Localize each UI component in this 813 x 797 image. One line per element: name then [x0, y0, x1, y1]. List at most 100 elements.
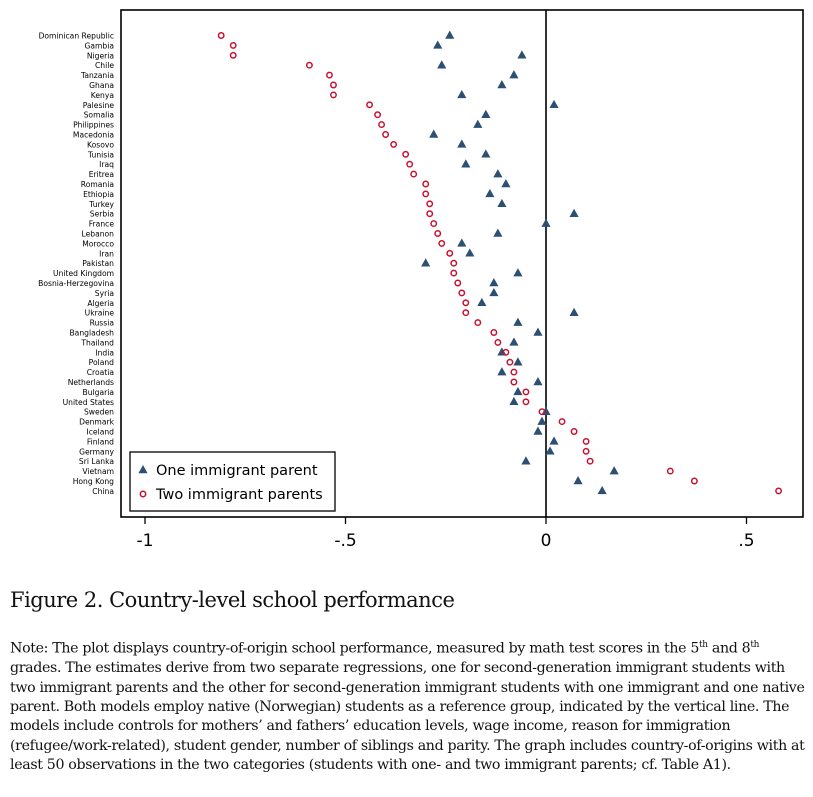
- circle-point: [426, 200, 434, 208]
- triangle-point: [549, 99, 559, 109]
- y-tick-label: France: [89, 220, 115, 229]
- triangle-point: [473, 119, 483, 128]
- triangle-point: [573, 476, 583, 485]
- y-tick-label: Kenya: [91, 91, 114, 100]
- circle-point: [586, 457, 594, 465]
- triangle-point: [497, 367, 507, 376]
- x-tick-label: 0: [541, 531, 552, 551]
- y-tick-label: Morocco: [82, 239, 114, 248]
- triangle-point: [481, 149, 491, 158]
- circle-point: [330, 91, 337, 99]
- y-tick-label: Nigeria: [87, 51, 114, 60]
- triangle-point: [421, 258, 431, 267]
- plot-border: [120, 9, 804, 518]
- legend-box: [129, 451, 336, 512]
- triangle-point: [489, 287, 499, 297]
- data-points: [217, 30, 783, 495]
- y-tick-label: Bosnia-Herzegovina: [38, 279, 114, 288]
- circle-point: [502, 348, 510, 356]
- circle-point: [406, 160, 414, 168]
- circle-point: [582, 447, 590, 455]
- legend-circle-icon: [139, 490, 147, 498]
- triangle-point: [497, 198, 507, 208]
- triangle-point: [513, 386, 523, 396]
- y-tick-label: Syria: [95, 289, 114, 298]
- y-tick-label: Algeria: [87, 299, 114, 308]
- circle-point: [378, 121, 386, 129]
- circle-point: [382, 131, 390, 138]
- circle-point: [229, 51, 237, 59]
- triangle-point: [497, 80, 507, 89]
- triangle-point: [501, 179, 511, 188]
- triangle-point: [541, 218, 551, 227]
- y-tick-label: Tanzania: [80, 71, 114, 80]
- y-tick-label: Serbia: [90, 210, 114, 219]
- triangle-point: [533, 426, 543, 435]
- y-tick-label: Gambia: [84, 41, 114, 50]
- triangle-point: [465, 248, 475, 257]
- circle-point: [506, 358, 514, 366]
- circle-point: [450, 269, 458, 277]
- note-text-1: Note: The plot displays country-of-origi…: [10, 640, 700, 657]
- y-tick-label: Finland: [87, 437, 114, 446]
- triangle-point: [481, 109, 491, 118]
- triangle-point: [513, 357, 523, 366]
- y-tick-label: Croatia: [87, 368, 114, 377]
- circle-point: [666, 467, 674, 475]
- x-tick-label: -.5: [334, 531, 356, 551]
- circle-point: [510, 368, 518, 376]
- y-tick-label: Bulgaria: [83, 388, 115, 397]
- y-tick-label: Poland: [89, 358, 115, 367]
- y-tick-label: Somalia: [84, 111, 114, 120]
- triangle-point: [445, 30, 455, 39]
- triangle-point: [433, 40, 443, 49]
- note-sup-1: th: [699, 640, 708, 650]
- y-tick-label: Lebanon: [81, 230, 114, 239]
- y-tick-label: China: [92, 487, 114, 496]
- triangle-point: [521, 456, 531, 465]
- circle-point: [462, 309, 470, 317]
- y-axis-labels: Dominican RepublicGambiaNigeriaChileTanz…: [38, 32, 114, 496]
- note-text-3: grades. The estimates derive from two se…: [10, 660, 805, 774]
- triangle-point: [493, 169, 503, 178]
- y-tick-label: Romania: [81, 180, 114, 189]
- y-tick-label: Netherlands: [68, 378, 114, 387]
- triangle-point: [569, 208, 579, 217]
- circle-point: [458, 289, 466, 297]
- circle-point: [558, 418, 566, 426]
- y-tick-label: India: [95, 348, 114, 357]
- triangle-point: [509, 70, 519, 79]
- y-tick-label: Sweden: [84, 408, 114, 417]
- y-tick-label: Ethiopia: [83, 190, 114, 199]
- y-tick-label: Dominican Republic: [39, 32, 114, 41]
- triangle-point: [569, 307, 579, 316]
- y-tick-label: Vietnam: [82, 467, 114, 476]
- circle-point: [462, 299, 470, 307]
- triangle-point: [457, 238, 467, 247]
- circle-point: [217, 32, 225, 39]
- triangle-point: [533, 377, 543, 386]
- y-tick-label: Denmark: [79, 418, 115, 427]
- y-tick-label: Tunisia: [87, 150, 114, 159]
- circle-point: [326, 71, 333, 79]
- x-tick-label: .5: [738, 531, 754, 551]
- circle-point: [450, 259, 458, 267]
- y-tick-label: Bangladesh: [69, 329, 114, 338]
- triangle-point: [537, 416, 547, 425]
- x-tick-label: -1: [137, 531, 154, 551]
- triangle-point: [493, 228, 503, 237]
- circle-point: [510, 378, 518, 386]
- circle-point: [422, 180, 430, 188]
- triangle-point: [509, 337, 519, 346]
- plot-frame: [120, 9, 804, 518]
- triangle-point: [437, 60, 447, 69]
- y-tick-label: Hong Kong: [73, 477, 114, 486]
- y-tick-label: Kosovo: [87, 140, 114, 149]
- y-tick-label: Palesine: [83, 101, 115, 110]
- circle-point: [434, 230, 442, 237]
- circle-point: [305, 61, 313, 69]
- legend: One immigrant parent Two immigrant parent…: [129, 451, 336, 512]
- y-tick-label: Eritrea: [89, 170, 114, 179]
- note-text-2: and 8: [707, 640, 751, 657]
- legend-triangle-icon: [138, 465, 148, 474]
